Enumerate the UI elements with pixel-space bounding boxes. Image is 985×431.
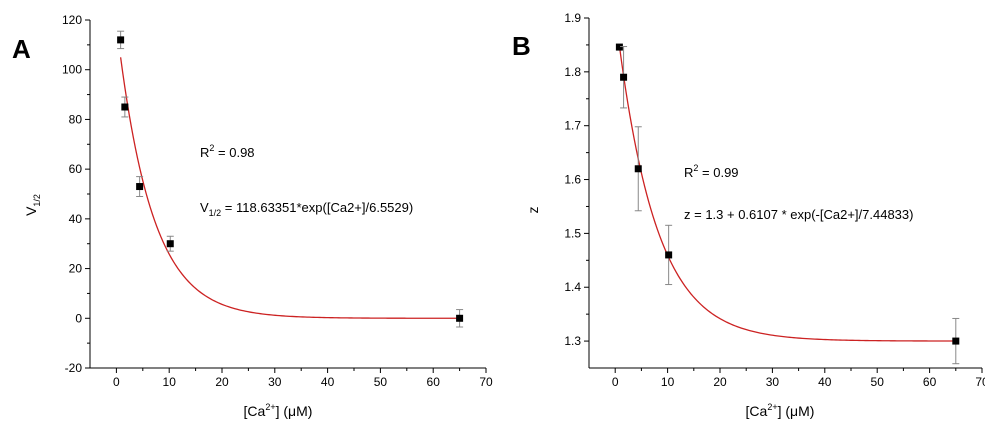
x-axis-label-b-post: ] (μM) xyxy=(778,403,815,419)
y-tick-label: 40 xyxy=(69,212,83,226)
x-tick-label: 40 xyxy=(818,375,832,389)
data-point xyxy=(117,36,125,44)
y-tick-label: 1.7 xyxy=(564,119,581,133)
equation-annotation-b: z = 1.3 + 0.6107 * exp(-[Ca2+]/7.44833) xyxy=(684,207,913,222)
y-tick-label: 1.6 xyxy=(564,173,581,187)
y-tick-label: 1.4 xyxy=(564,280,581,294)
x-tick-label: 50 xyxy=(374,375,388,389)
equation-annotation-a: V1/2 = 118.63351*exp([Ca2+]/6.5529) xyxy=(200,200,413,218)
x-tick-label: 60 xyxy=(923,375,937,389)
fit-curve-a xyxy=(119,57,460,319)
x-tick-label: 30 xyxy=(268,375,282,389)
x-axis-label-a: [Ca2+] (μM) xyxy=(244,402,313,419)
x-axis-label-b: [Ca2+] (μM) xyxy=(746,402,815,419)
y-tick-label: 1.8 xyxy=(564,65,581,79)
plot-area-a: 0 10 20 30 40 50 60 70 -20 0 20 40 60 80 100 120 xyxy=(62,13,493,389)
x-axis-label-a-post: ] (μM) xyxy=(276,403,313,419)
y-tick-label: 0 xyxy=(75,311,82,325)
x-axis-label-a-pre: [Ca xyxy=(244,403,266,419)
r2-a-rest: = 0.98 xyxy=(214,145,254,160)
panel-label-a: A xyxy=(12,34,31,64)
panel-label-b: B xyxy=(512,31,531,61)
r2-annotation-b: R2 = 0.99 xyxy=(684,163,739,180)
data-point xyxy=(456,314,464,322)
y-tick-label: 1.3 xyxy=(564,334,581,348)
x-tick-label: 50 xyxy=(871,375,885,389)
x-tick-label: 60 xyxy=(427,375,441,389)
x-axis-label-a-sup: 2+ xyxy=(265,402,275,412)
y-tick-label: 80 xyxy=(69,112,83,126)
y-tick-label: 20 xyxy=(69,262,83,276)
y-axis-label-a-main: V xyxy=(23,206,39,216)
r2-annotation-a: R2 = 0.98 xyxy=(200,143,255,160)
x-tick-label: 10 xyxy=(661,375,675,389)
y-tick-label: 100 xyxy=(62,63,82,77)
x-tick-label: 0 xyxy=(612,375,619,389)
data-point xyxy=(615,43,623,51)
r2-a-exp: 2 xyxy=(209,143,214,153)
y-tick-label: 1.9 xyxy=(564,11,581,25)
r2-b-base: R xyxy=(684,165,693,180)
x-tick-label: 30 xyxy=(766,375,780,389)
y-tick-label: 120 xyxy=(62,13,82,27)
x-axis-label-b-sup: 2+ xyxy=(767,402,777,412)
data-point xyxy=(166,240,174,248)
x-tick-label: 0 xyxy=(113,375,120,389)
x-tick-label: 10 xyxy=(163,375,177,389)
x-tick-label: 70 xyxy=(975,375,985,389)
y-axis-label-a-sub: 1/2 xyxy=(32,194,42,207)
x-axis-label-b-pre: [Ca xyxy=(746,403,768,419)
y-axis-label-b: z xyxy=(525,207,541,214)
data-point xyxy=(634,165,642,173)
data-point xyxy=(665,251,673,259)
r2-b-rest: = 0.99 xyxy=(698,165,738,180)
plot-area-b: 0 10 20 30 40 50 60 70 1.3 1.4 1.5 1.6 1.7 1.8 1.9 xyxy=(564,11,985,389)
y-tick-label: -20 xyxy=(65,361,83,375)
data-point xyxy=(952,337,960,345)
y-tick-label: 1.5 xyxy=(564,226,581,240)
r2-a-base: R xyxy=(200,145,209,160)
r2-b-exp: 2 xyxy=(693,163,698,173)
data-point xyxy=(136,183,144,191)
y-axis-label-a: V1/2 xyxy=(23,194,42,216)
data-point xyxy=(121,103,129,111)
x-tick-label: 20 xyxy=(215,375,229,389)
y-tick-label: 60 xyxy=(69,162,83,176)
fit-curve-b xyxy=(618,45,956,342)
x-tick-label: 20 xyxy=(713,375,727,389)
x-tick-label: 40 xyxy=(321,375,335,389)
x-tick-label: 70 xyxy=(479,375,493,389)
eq-a-v: V xyxy=(200,200,209,215)
data-point xyxy=(620,73,628,81)
eq-a-rest: = 118.63351*exp([Ca2+]/6.5529) xyxy=(221,200,413,215)
eq-a-sub: 1/2 xyxy=(209,208,222,218)
